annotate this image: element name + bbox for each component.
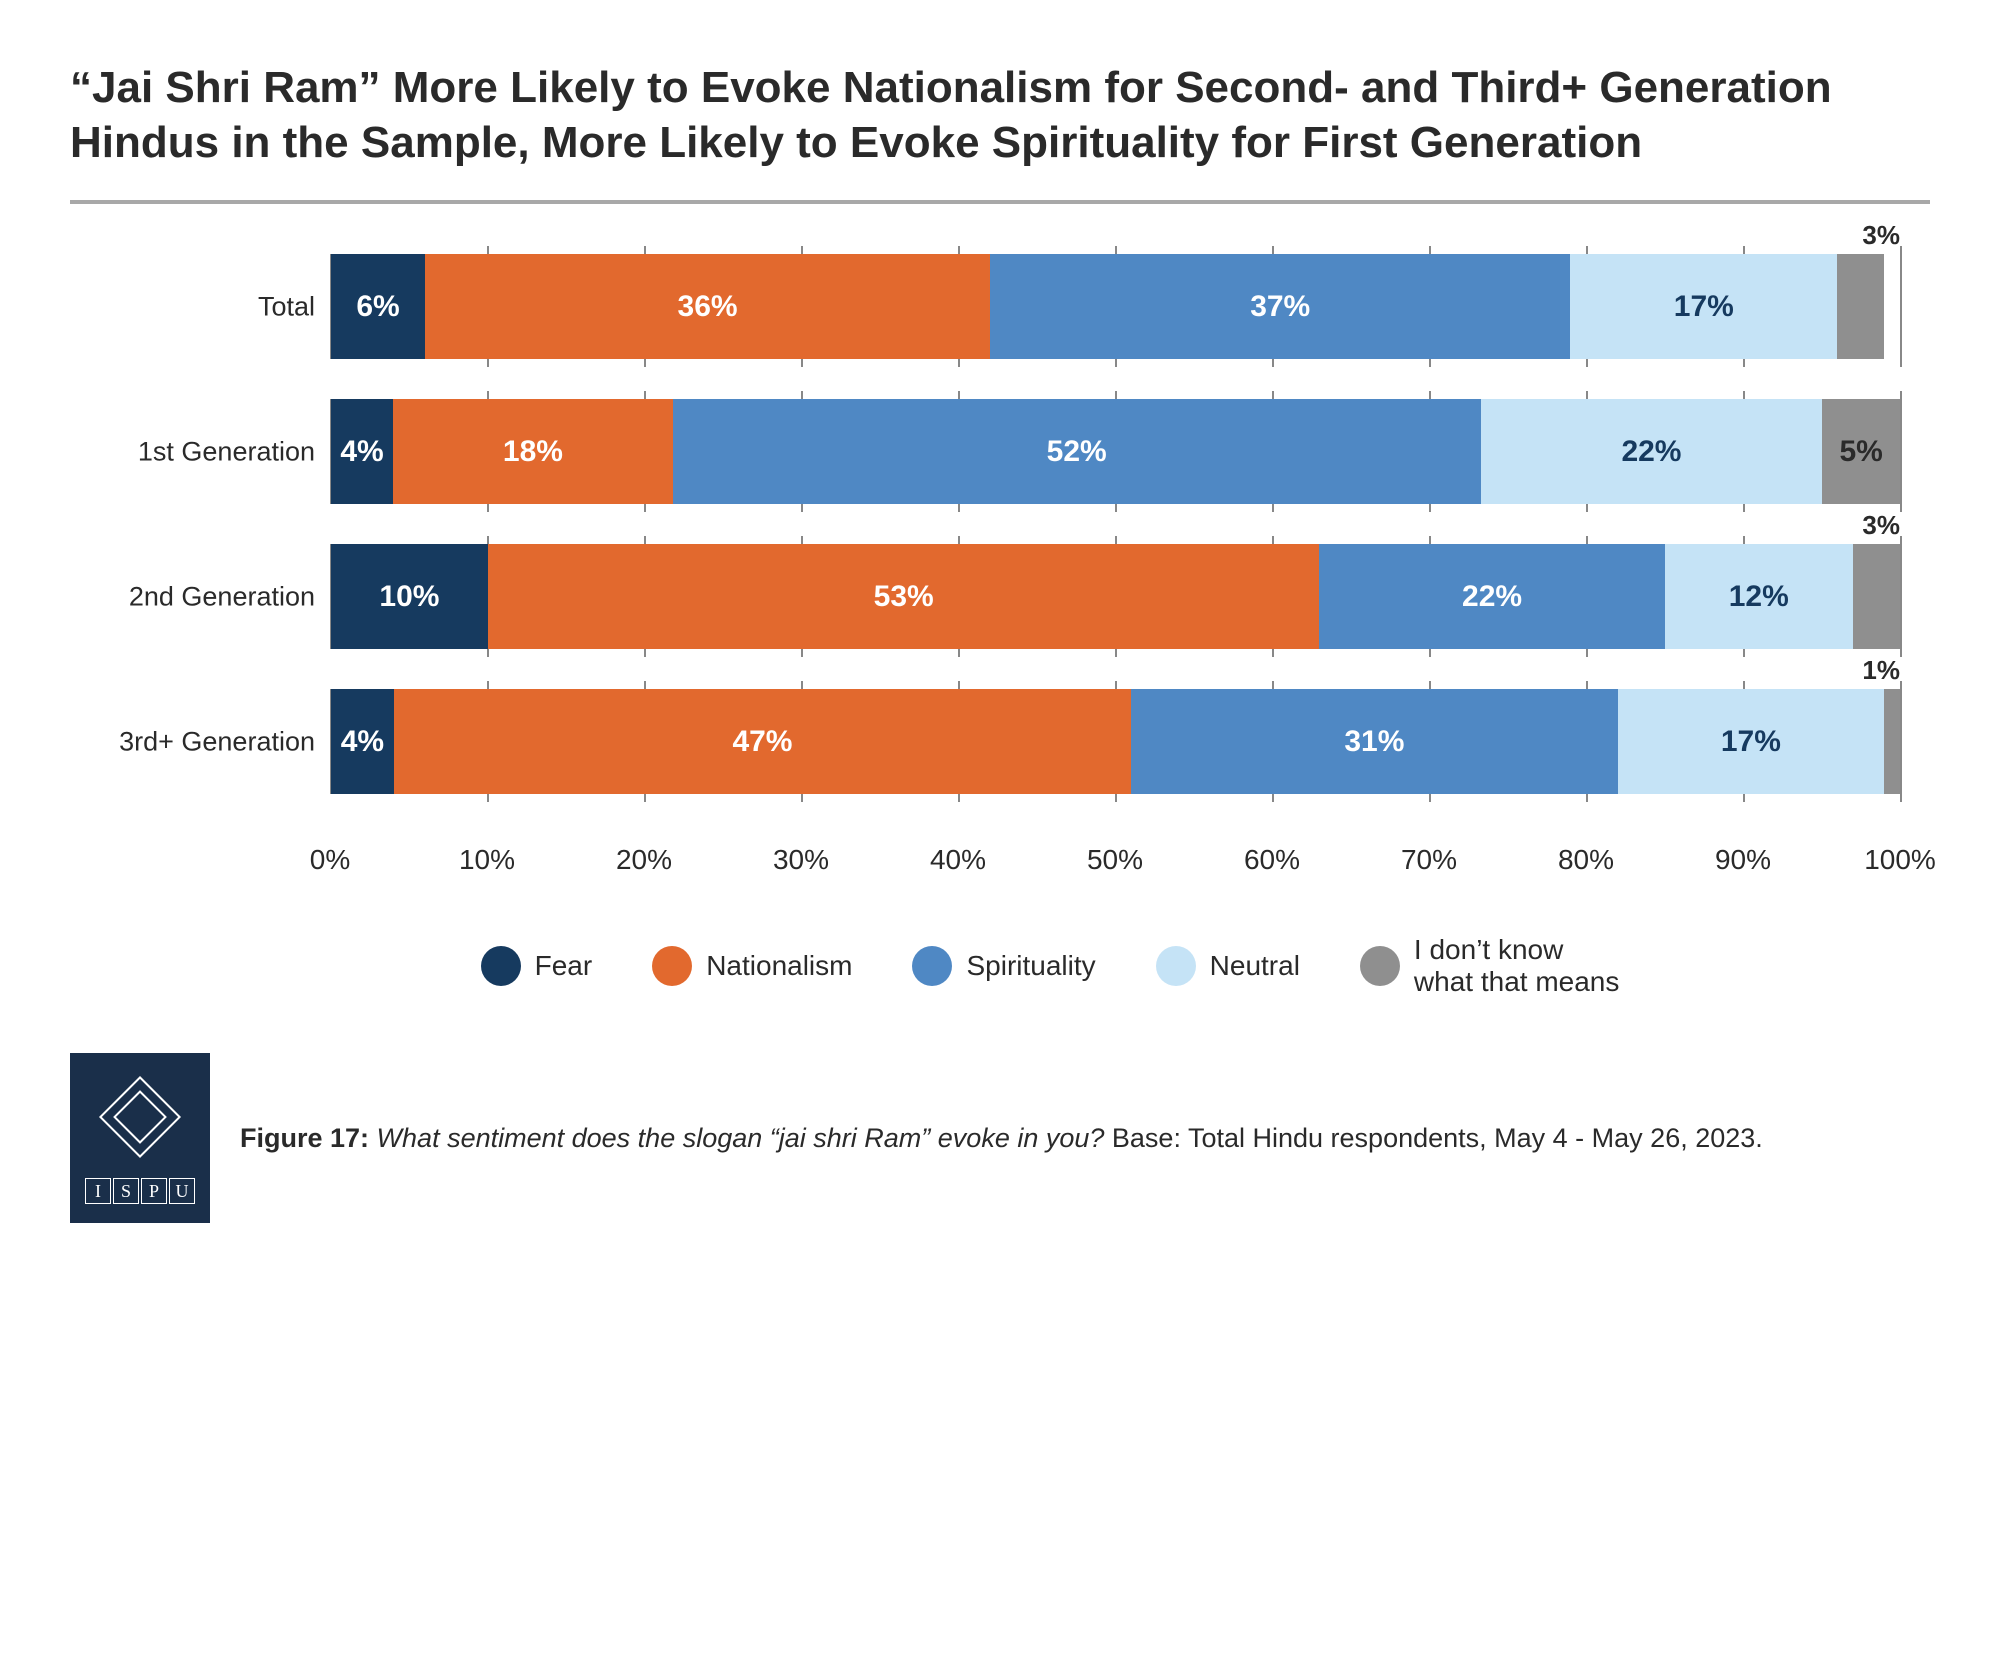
outside-value-label: 1% — [1862, 655, 1900, 686]
plot-region: Total3%6%36%37%17%1st Generation4%18%52%… — [330, 254, 1900, 794]
bar-track: 4%47%31%17% — [330, 689, 1900, 794]
bar-track: 6%36%37%17% — [330, 254, 1900, 359]
legend-swatch — [481, 946, 521, 986]
legend-item-spirituality: Spirituality — [912, 946, 1095, 986]
bar-row: Total3%6%36%37%17% — [330, 254, 1900, 359]
gridline — [1900, 246, 1902, 367]
legend-item-nationalism: Nationalism — [652, 946, 852, 986]
row-label: 1st Generation — [70, 436, 315, 467]
bar-segment-fear: 6% — [331, 254, 425, 359]
x-axis-tick: 60% — [1244, 844, 1300, 876]
logo-letters: I S P U — [85, 1178, 195, 1204]
gridline — [1900, 391, 1902, 512]
figure-base: Base: Total Hindu respondents, May 4 - M… — [1104, 1123, 1762, 1153]
chart-area: Total3%6%36%37%17%1st Generation4%18%52%… — [70, 254, 1930, 884]
x-axis-tick: 50% — [1087, 844, 1143, 876]
gridline — [1900, 681, 1902, 802]
x-axis-tick: 70% — [1401, 844, 1457, 876]
bar-segment-fear: 4% — [331, 399, 393, 504]
legend-label: I don’t knowwhat that means — [1414, 934, 1619, 998]
logo-letter: P — [141, 1178, 167, 1204]
legend-item-fear: Fear — [481, 946, 593, 986]
legend-label: Nationalism — [706, 950, 852, 982]
logo-letter: I — [85, 1178, 111, 1204]
x-axis: 0%10%20%30%40%50%60%70%80%90%100% — [330, 834, 1900, 884]
bar-segment-fear: 4% — [331, 689, 394, 794]
bar-segment-neutral: 12% — [1665, 544, 1853, 649]
row-label: 3rd+ Generation — [70, 726, 315, 757]
bar-segment-nationalism: 53% — [488, 544, 1320, 649]
row-label: 2nd Generation — [70, 581, 315, 612]
figure-question: What sentiment does the slogan “jai shri… — [377, 1123, 1105, 1153]
bar-segment-dontknow — [1853, 544, 1900, 649]
title-divider — [70, 200, 1930, 204]
x-axis-tick: 40% — [930, 844, 986, 876]
bar-segment-dontknow — [1837, 254, 1884, 359]
bar-segment-spirituality: 52% — [673, 399, 1481, 504]
bar-segment-neutral: 17% — [1618, 689, 1885, 794]
figure-caption: Figure 17: What sentiment does the sloga… — [240, 1120, 1763, 1156]
legend-item-neutral: Neutral — [1156, 946, 1300, 986]
bar-segment-neutral: 17% — [1570, 254, 1837, 359]
outside-value-label: 3% — [1862, 510, 1900, 541]
ispu-logo: I S P U — [70, 1053, 210, 1223]
bar-segment-fear: 10% — [331, 544, 488, 649]
bar-segment-spirituality: 37% — [990, 254, 1571, 359]
logo-letter: U — [169, 1178, 195, 1204]
bar-segment-nationalism: 18% — [393, 399, 673, 504]
legend-swatch — [1156, 946, 1196, 986]
logo-diamond-icon — [99, 1076, 181, 1158]
legend-label: Spirituality — [966, 950, 1095, 982]
legend-label: Neutral — [1210, 950, 1300, 982]
figure-number: Figure 17: — [240, 1123, 369, 1153]
bar-segment-nationalism: 36% — [425, 254, 990, 359]
bar-track: 10%53%22%12% — [330, 544, 1900, 649]
bar-row: 1st Generation4%18%52%22%5% — [330, 399, 1900, 504]
bar-segment-dontknow — [1884, 689, 1900, 794]
legend-swatch — [652, 946, 692, 986]
legend-swatch — [1360, 946, 1400, 986]
gridline — [1900, 536, 1902, 657]
x-axis-tick: 10% — [459, 844, 515, 876]
legend-label: Fear — [535, 950, 593, 982]
x-axis-tick: 0% — [310, 844, 350, 876]
outside-value-label: 3% — [1862, 220, 1900, 251]
bar-segment-nationalism: 47% — [394, 689, 1131, 794]
bar-row: 2nd Generation3%10%53%22%12% — [330, 544, 1900, 649]
row-label: Total — [70, 291, 315, 322]
legend: Fear Nationalism Spirituality Neutral I don’… — [70, 934, 1930, 998]
x-axis-tick: 90% — [1715, 844, 1771, 876]
logo-letter: S — [113, 1178, 139, 1204]
bar-segment-dontknow: 5% — [1822, 399, 1900, 504]
x-axis-tick: 100% — [1864, 844, 1936, 876]
footer: I S P U Figure 17: What sentiment does t… — [70, 1053, 1930, 1223]
x-axis-tick: 30% — [773, 844, 829, 876]
bar-row: 3rd+ Generation1%4%47%31%17% — [330, 689, 1900, 794]
bar-segment-spirituality: 22% — [1319, 544, 1664, 649]
legend-swatch — [912, 946, 952, 986]
x-axis-tick: 80% — [1558, 844, 1614, 876]
legend-item-dontknow: I don’t knowwhat that means — [1360, 934, 1619, 998]
chart-title: “Jai Shri Ram” More Likely to Evoke Nati… — [70, 60, 1930, 170]
bar-track: 4%18%52%22%5% — [330, 399, 1900, 504]
bar-segment-spirituality: 31% — [1131, 689, 1617, 794]
bar-segment-neutral: 22% — [1481, 399, 1823, 504]
x-axis-tick: 20% — [616, 844, 672, 876]
